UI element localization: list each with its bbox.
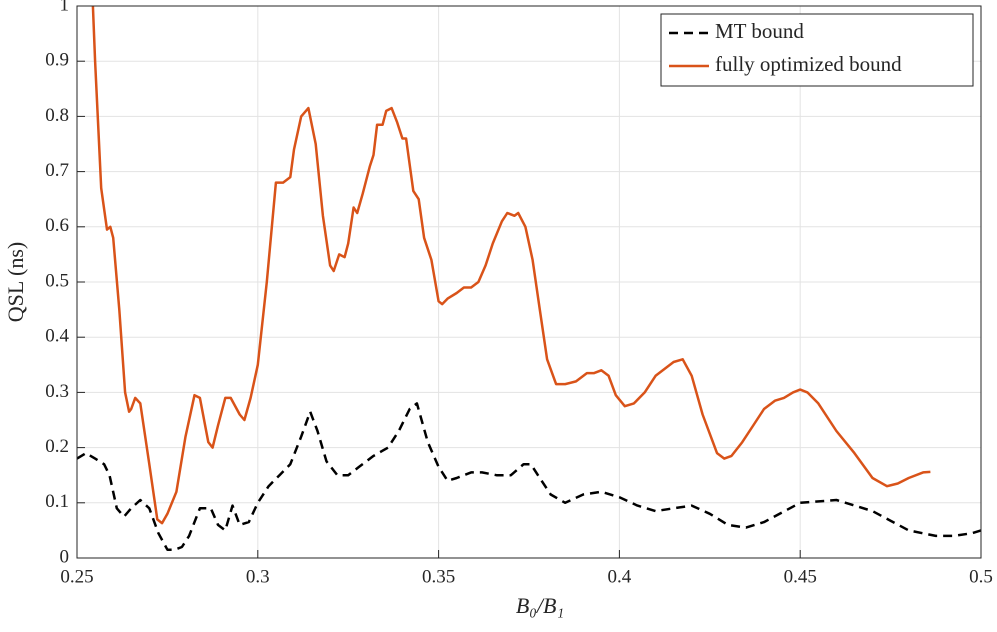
x-tick-label: 0.4 <box>608 566 632 587</box>
y-tick-label: 0.4 <box>45 326 69 347</box>
x-tick-label: 0.25 <box>60 566 93 587</box>
y-tick-label: 0 <box>60 546 70 567</box>
legend: MT bound fully optimized bound <box>660 13 974 87</box>
y-tick-label: 0.1 <box>45 491 69 512</box>
x-tick-label: 0.5 <box>969 566 993 587</box>
x-tick-label: 0.45 <box>784 566 817 587</box>
x-tick-label: 0.3 <box>246 566 270 587</box>
legend-label: fully optimized bound <box>715 52 902 76</box>
legend-box <box>660 13 974 87</box>
y-tick-label: 0.8 <box>45 105 69 126</box>
series-line <box>91 6 931 525</box>
ticks: 0.25 0.3 0.35 0.4 0.45 0.5 0 0.1 0.2 0.3 0.4 0.5 0.6… <box>45 0 993 587</box>
y-tick-label: 0.2 <box>45 436 69 457</box>
grid <box>76 5 982 559</box>
y-tick-label: 0.5 <box>45 270 69 291</box>
y-tick-label: 1 <box>60 0 70 15</box>
x-axis-label: B₀/B₁ <box>516 593 564 618</box>
y-tick-label: 0.6 <box>45 215 69 236</box>
y-tick-label: 0.9 <box>45 50 69 71</box>
x-tick-label: 0.35 <box>422 566 455 587</box>
y-axis-label: QSL (ns) <box>3 242 28 322</box>
y-tick-label: 0.3 <box>45 381 69 402</box>
series-line <box>77 402 981 551</box>
legend-label: MT bound <box>715 19 804 43</box>
y-tick-label: 0.7 <box>45 160 69 181</box>
plot-area <box>77 6 981 551</box>
